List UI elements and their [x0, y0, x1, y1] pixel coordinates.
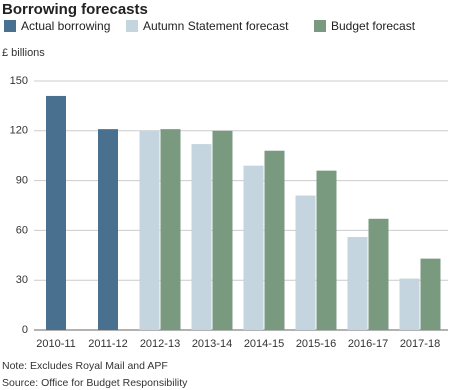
bar	[420, 258, 441, 330]
x-tick-label: 2017-18	[400, 338, 440, 350]
bar	[191, 144, 212, 330]
legend-swatch	[314, 20, 326, 32]
bar	[212, 130, 233, 330]
bar	[243, 165, 264, 330]
x-tick-label: 2015-16	[296, 338, 336, 350]
x-tick-label: 2011-12	[88, 338, 128, 350]
bar	[316, 170, 337, 330]
bar	[347, 237, 368, 330]
bar	[160, 129, 181, 330]
source: Source: Office for Budget Responsibility	[2, 377, 188, 389]
x-tick-label: 2013-14	[192, 338, 232, 350]
legend-swatch	[4, 20, 16, 32]
y-tick-label: 0	[22, 324, 28, 336]
y-axis-label: £ billions	[2, 47, 45, 59]
bar	[46, 95, 66, 330]
bar	[264, 150, 285, 330]
legend-label: Budget forecast	[331, 19, 416, 33]
legend-label: Actual borrowing	[21, 19, 110, 33]
x-tick-label: 2010-11	[36, 338, 76, 350]
y-tick-label: 120	[10, 125, 28, 137]
y-tick-label: 60	[16, 224, 28, 236]
legend-label: Autumn Statement forecast	[143, 19, 289, 33]
bar	[368, 218, 389, 330]
bar	[399, 278, 420, 330]
bar	[295, 195, 316, 330]
y-tick-label: 90	[16, 175, 28, 187]
x-tick-label: 2016-17	[348, 338, 388, 350]
x-tick-label: 2014-15	[244, 338, 284, 350]
bar	[139, 130, 160, 330]
y-tick-label: 30	[16, 274, 28, 286]
chart-title: Borrowing forecasts	[2, 1, 148, 18]
x-tick-label: 2012-13	[140, 338, 180, 350]
legend-swatch	[126, 20, 138, 32]
y-tick-label: 150	[10, 75, 28, 87]
note: Note: Excludes Royal Mail and APF	[2, 360, 168, 372]
bar	[98, 129, 118, 330]
